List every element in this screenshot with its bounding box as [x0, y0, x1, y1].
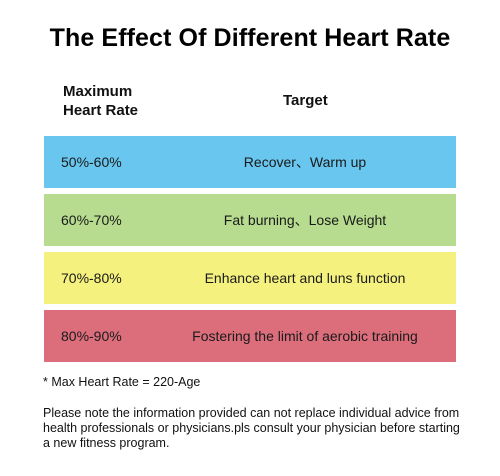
heart-rate-range: 50%-60%	[61, 154, 122, 170]
max-heart-rate-header-line1: Maximum	[63, 83, 133, 100]
heart-rate-target: Fat burning、Lose Weight	[223, 212, 387, 228]
heart-rate-row-80-90: 80%-90% Fostering the limit of aerobic t…	[44, 310, 456, 362]
heart-rate-target: Recover、Warm up	[243, 154, 367, 170]
heart-rate-target: Fostering the limit of aerobic training	[192, 328, 418, 344]
max-heart-rate-header-line2: Heart Rate	[63, 102, 139, 119]
heart-rate-row-70-80: 70%-80% Enhance heart and luns function	[44, 252, 456, 304]
heart-rate-row-50-60: 50%-60% Recover、Warm up	[44, 136, 456, 188]
max-heart-rate-formula-note: * Max Heart Rate = 220-Age	[43, 375, 201, 389]
page-title: The Effect Of Different Heart Rate	[49, 24, 451, 52]
max-heart-rate-header: Maximum Heart Rate	[63, 82, 138, 120]
heart-rate-table: 50%-60% Recover、Warm up 60%-70% Fat burn…	[44, 136, 456, 368]
heart-rate-range: 80%-90%	[61, 328, 122, 344]
heart-rate-row-60-70: 60%-70% Fat burning、Lose Weight	[44, 194, 456, 246]
target-header: Target	[283, 92, 328, 109]
medical-disclaimer: Please note the information provided can…	[43, 406, 460, 450]
heart-rate-range: 70%-80%	[61, 270, 122, 286]
heart-rate-range: 60%-70%	[61, 212, 122, 228]
heart-rate-target: Enhance heart and luns function	[204, 270, 406, 286]
